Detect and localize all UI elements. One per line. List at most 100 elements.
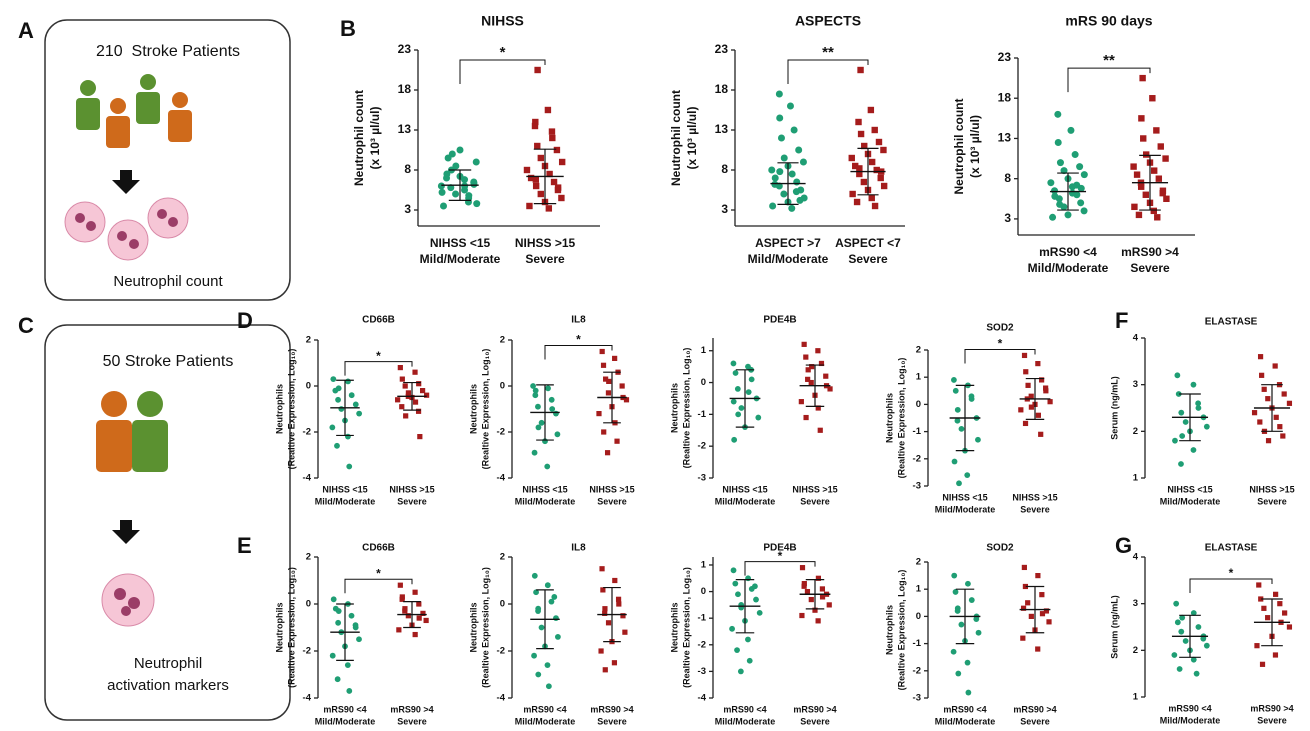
data-point — [799, 158, 807, 166]
data-point — [798, 399, 804, 405]
data-point — [755, 414, 762, 421]
y-tick-label: 23 — [715, 42, 729, 56]
data-point — [420, 610, 426, 616]
data-point — [615, 596, 622, 602]
y-axis-label: (Realtive Expression, Log₁₀) — [681, 348, 691, 469]
data-point — [614, 438, 620, 444]
data-point — [827, 386, 833, 392]
data-point — [346, 688, 353, 694]
x-tick-label: mRS90 <4 — [523, 704, 566, 714]
data-point — [1182, 419, 1189, 425]
data-point — [1190, 381, 1197, 388]
data-point — [352, 401, 359, 408]
data-point — [397, 365, 403, 371]
y-axis-label: (Realtive Expression, Log₁₀) — [896, 570, 906, 691]
data-point — [396, 627, 402, 633]
data-point — [535, 403, 541, 410]
data-point — [549, 406, 556, 412]
data-point — [1137, 183, 1145, 190]
chart-title: SOD2 — [986, 543, 1014, 554]
data-point — [734, 647, 740, 654]
data-point — [1277, 601, 1283, 607]
data-point — [531, 449, 538, 456]
data-point — [338, 406, 345, 412]
data-point — [356, 636, 362, 643]
panel-letter: A — [18, 18, 34, 43]
data-point — [965, 689, 972, 696]
data-point — [416, 601, 422, 607]
data-point — [551, 594, 558, 600]
data-point — [1261, 386, 1267, 392]
data-point — [1190, 610, 1197, 616]
y-axis-label: Neutrophils — [274, 602, 284, 652]
data-point — [554, 431, 561, 438]
data-point — [1056, 159, 1064, 167]
significance-label: * — [998, 337, 1003, 351]
panel-letter: C — [18, 313, 34, 338]
data-point — [531, 122, 539, 130]
x-tick-label: Severe — [397, 716, 427, 726]
y-axis-label: (Realtive Expression, Log₁₀) — [480, 349, 490, 470]
y-axis-label: Neutrophils — [274, 384, 284, 434]
y-tick-label: -2 — [913, 665, 921, 676]
chart-title: CD66B — [362, 315, 395, 326]
data-point — [600, 362, 607, 368]
data-point — [473, 200, 481, 208]
y-tick-label: 1 — [1133, 473, 1139, 484]
y-tick-label: 2 — [1133, 426, 1138, 437]
data-point — [1265, 438, 1272, 444]
data-point — [732, 370, 739, 376]
y-tick-label: 23 — [998, 50, 1012, 64]
x-tick-label: Mild/Moderate — [715, 716, 776, 726]
x-tick-label: Mild/Moderate — [1028, 261, 1109, 275]
data-point — [857, 130, 865, 138]
data-point — [1254, 643, 1260, 649]
y-tick-label: -4 — [497, 693, 506, 704]
neutrophil-cell — [101, 573, 155, 627]
data-point — [801, 581, 807, 587]
data-point — [412, 631, 418, 638]
chart-title: PDE4B — [763, 315, 796, 326]
chart-title: NIHSS — [481, 13, 524, 29]
y-tick-label: 13 — [998, 131, 1012, 145]
data-point — [956, 480, 962, 487]
data-point — [867, 106, 875, 114]
data-point — [776, 114, 784, 122]
data-point — [1273, 414, 1279, 420]
chart-title: PDE4B — [763, 543, 796, 554]
data-point — [448, 150, 456, 158]
y-tick-label: 1 — [1133, 692, 1139, 703]
data-point — [526, 202, 533, 210]
data-point — [548, 128, 556, 135]
significance-bracket — [1067, 67, 1151, 93]
data-point — [1056, 200, 1064, 208]
x-tick-label: NIHSS <15 — [1167, 484, 1212, 494]
data-point — [1135, 211, 1143, 219]
data-point — [1277, 424, 1283, 430]
data-point — [1174, 619, 1181, 626]
data-point — [731, 436, 738, 443]
data-point — [416, 615, 422, 621]
data-point — [796, 196, 804, 204]
x-tick-label: mRS90 <4 — [943, 704, 986, 714]
data-point — [975, 436, 981, 443]
y-tick-label: 4 — [1133, 333, 1139, 344]
panel-caption: Neutrophil — [134, 655, 202, 672]
data-point — [456, 146, 464, 154]
y-axis-label: (Realtive Expression, Log₁₀) — [286, 349, 296, 470]
data-point — [752, 583, 758, 590]
data-point — [558, 158, 566, 166]
data-point — [812, 607, 818, 613]
data-point — [356, 410, 363, 417]
y-tick-label: 0 — [916, 399, 921, 410]
chart-title: IL8 — [571, 315, 586, 326]
data-point — [335, 396, 341, 403]
data-point — [537, 154, 545, 162]
data-point — [1149, 95, 1156, 102]
y-tick-label: 0 — [701, 377, 706, 388]
y-tick-label: 3 — [1133, 379, 1138, 390]
x-tick-label: ASPECT <7 — [835, 236, 901, 250]
data-point — [1022, 583, 1029, 590]
data-point — [1130, 163, 1137, 170]
significance-label: ** — [1103, 52, 1115, 69]
